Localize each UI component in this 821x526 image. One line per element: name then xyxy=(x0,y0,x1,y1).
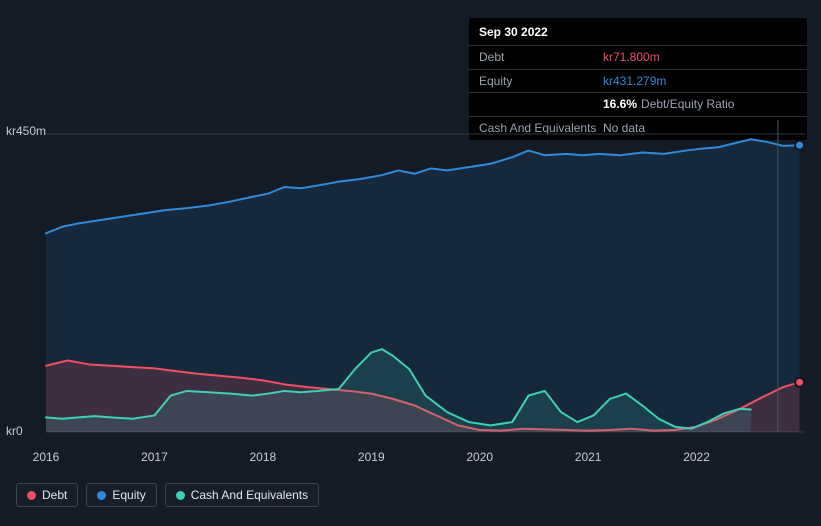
legend-item-equity[interactable]: Equity xyxy=(86,483,156,507)
x-axis-tick: 2016 xyxy=(33,450,60,464)
tooltip-row: Equitykr431.279m xyxy=(469,70,807,94)
legend-label: Cash And Equivalents xyxy=(191,488,308,502)
tooltip-row-label: Equity xyxy=(479,73,603,90)
tooltip-row: Debtkr71.800m xyxy=(469,46,807,70)
x-axis-tick: 2020 xyxy=(466,450,493,464)
x-axis-tick: 2017 xyxy=(141,450,168,464)
x-axis-tick: 2018 xyxy=(249,450,276,464)
tooltip-row-label: Debt xyxy=(479,49,603,66)
legend-label: Debt xyxy=(42,488,67,502)
tooltip-row-value: kr71.800m xyxy=(603,49,797,66)
x-axis-tick: 2022 xyxy=(683,450,710,464)
tooltip-date: Sep 30 2022 xyxy=(469,18,807,46)
x-axis-tick: 2019 xyxy=(358,450,385,464)
x-axis-tick: 2021 xyxy=(575,450,602,464)
chart-svg xyxy=(16,120,805,446)
tooltip-row-value: 16.6%Debt/Equity Ratio xyxy=(603,96,797,113)
tooltip-row-label xyxy=(479,96,603,113)
legend-dot-icon xyxy=(27,491,36,500)
tooltip-row-value: kr431.279m xyxy=(603,73,797,90)
legend-label: Equity xyxy=(112,488,145,502)
legend-item-cash-and-equivalents[interactable]: Cash And Equivalents xyxy=(165,483,319,507)
x-axis: 2016 2017 2018 2019 2020 2021 2022 xyxy=(16,450,805,470)
legend-item-debt[interactable]: Debt xyxy=(16,483,78,507)
chart-area[interactable] xyxy=(16,120,805,470)
legend-dot-icon xyxy=(176,491,185,500)
legend-dot-icon xyxy=(97,491,106,500)
tooltip-row: 16.6%Debt/Equity Ratio xyxy=(469,93,807,117)
legend: Debt Equity Cash And Equivalents xyxy=(16,483,319,507)
